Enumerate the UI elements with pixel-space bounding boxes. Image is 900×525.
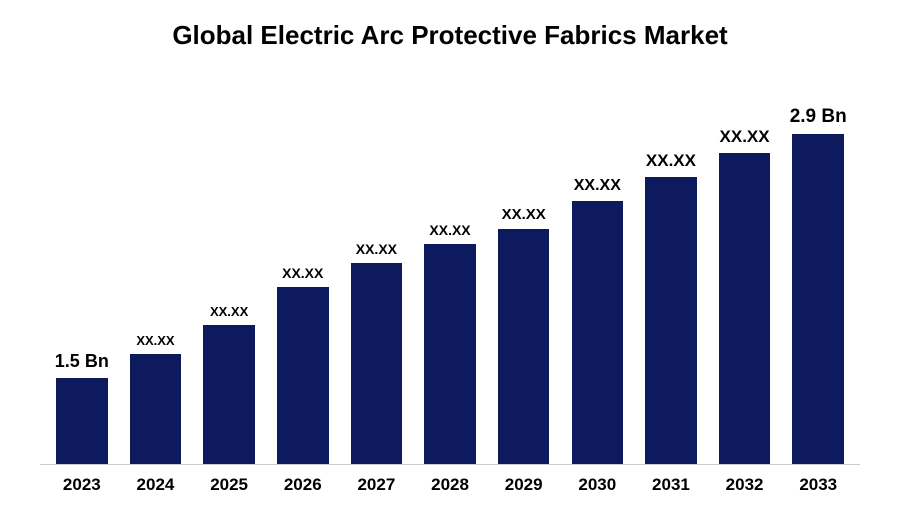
bar-value-label: XX.XX bbox=[282, 265, 323, 281]
bar bbox=[277, 287, 329, 464]
bars-container: 1.5 Bn XX.XX XX.XX XX.XX XX.XX XX.XX XX.XX XX.X… bbox=[40, 81, 860, 465]
bar-group: XX.XX bbox=[340, 81, 414, 464]
x-axis-label: 2024 bbox=[119, 475, 193, 495]
bar-group: XX.XX bbox=[634, 81, 708, 464]
x-axis-label: 2030 bbox=[560, 475, 634, 495]
bar-group: 2.9 Bn bbox=[781, 81, 855, 464]
bar bbox=[56, 378, 108, 464]
bar-value-label: XX.XX bbox=[429, 222, 470, 238]
x-axis-label: 2025 bbox=[192, 475, 266, 495]
x-axis-label: 2031 bbox=[634, 475, 708, 495]
bar bbox=[203, 325, 255, 464]
bar-group: XX.XX bbox=[708, 81, 782, 464]
bar bbox=[498, 229, 550, 464]
bar bbox=[719, 153, 771, 464]
x-axis-label: 2023 bbox=[45, 475, 119, 495]
bar-group: XX.XX bbox=[560, 81, 634, 464]
x-axis: 2023202420252026202720282029203020312032… bbox=[40, 465, 860, 495]
chart-container: Global Electric Arc Protective Fabrics M… bbox=[0, 0, 900, 525]
bar-value-label: 1.5 Bn bbox=[55, 351, 109, 372]
bar-group: XX.XX bbox=[266, 81, 340, 464]
bar bbox=[424, 244, 476, 464]
bar-group: XX.XX bbox=[487, 81, 561, 464]
x-axis-label: 2032 bbox=[708, 475, 782, 495]
x-axis-label: 2028 bbox=[413, 475, 487, 495]
bar-group: XX.XX bbox=[192, 81, 266, 464]
x-axis-label: 2026 bbox=[266, 475, 340, 495]
bar bbox=[351, 263, 403, 464]
x-axis-label: 2029 bbox=[487, 475, 561, 495]
x-axis-label: 2033 bbox=[781, 475, 855, 495]
bar-value-label: XX.XX bbox=[502, 206, 546, 223]
bar bbox=[572, 201, 624, 464]
bar-value-label: XX.XX bbox=[356, 241, 397, 257]
bar-group: XX.XX bbox=[413, 81, 487, 464]
bar-group: XX.XX bbox=[119, 81, 193, 464]
chart-title: Global Electric Arc Protective Fabrics M… bbox=[40, 20, 860, 51]
x-axis-label: 2027 bbox=[340, 475, 414, 495]
bar-value-label: 2.9 Bn bbox=[790, 106, 847, 128]
bar-value-label: XX.XX bbox=[646, 151, 696, 171]
bar bbox=[645, 177, 697, 464]
bar-value-label: XX.XX bbox=[720, 127, 770, 147]
bar bbox=[792, 134, 844, 464]
bar-group: 1.5 Bn bbox=[45, 81, 119, 464]
bar-value-label: XX.XX bbox=[136, 333, 174, 348]
bar bbox=[130, 354, 182, 464]
chart-area: 1.5 Bn XX.XX XX.XX XX.XX XX.XX XX.XX XX.XX XX.X… bbox=[40, 81, 860, 495]
bar-value-label: XX.XX bbox=[210, 304, 248, 319]
bar-value-label: XX.XX bbox=[574, 177, 621, 195]
